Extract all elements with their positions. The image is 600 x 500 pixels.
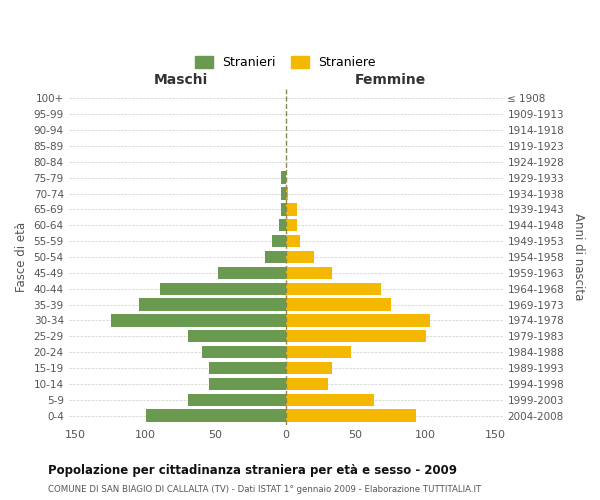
Text: Popolazione per cittadinanza straniera per età e sesso - 2009: Popolazione per cittadinanza straniera p…: [48, 464, 457, 477]
Bar: [278, 219, 286, 232]
Text: COMUNE DI SAN BIAGIO DI CALLALTA (TV) - Dati ISTAT 1° gennaio 2009 - Elaborazion: COMUNE DI SAN BIAGIO DI CALLALTA (TV) - …: [48, 485, 481, 494]
Bar: [286, 362, 332, 374]
Bar: [281, 188, 286, 200]
Bar: [281, 203, 286, 215]
Bar: [286, 203, 297, 215]
Bar: [188, 394, 286, 406]
Bar: [286, 219, 297, 232]
Bar: [286, 235, 299, 248]
Bar: [110, 314, 286, 326]
Bar: [286, 266, 332, 279]
Bar: [286, 346, 352, 358]
Bar: [160, 282, 286, 295]
Bar: [286, 314, 430, 326]
Bar: [286, 394, 374, 406]
Bar: [286, 330, 425, 342]
Bar: [286, 251, 314, 263]
Y-axis label: Anni di nascita: Anni di nascita: [572, 214, 585, 300]
Bar: [286, 188, 289, 200]
Bar: [209, 362, 286, 374]
Bar: [265, 251, 286, 263]
Bar: [209, 378, 286, 390]
Bar: [286, 410, 416, 422]
Bar: [286, 298, 391, 311]
Bar: [272, 235, 286, 248]
Bar: [202, 346, 286, 358]
Bar: [218, 266, 286, 279]
Y-axis label: Fasce di età: Fasce di età: [15, 222, 28, 292]
Bar: [188, 330, 286, 342]
Bar: [139, 298, 286, 311]
Text: Maschi: Maschi: [154, 73, 208, 87]
Bar: [146, 410, 286, 422]
Legend: Stranieri, Straniere: Stranieri, Straniere: [190, 52, 381, 74]
Bar: [286, 378, 328, 390]
Bar: [281, 172, 286, 184]
Text: Femmine: Femmine: [355, 73, 426, 87]
Bar: [286, 282, 381, 295]
